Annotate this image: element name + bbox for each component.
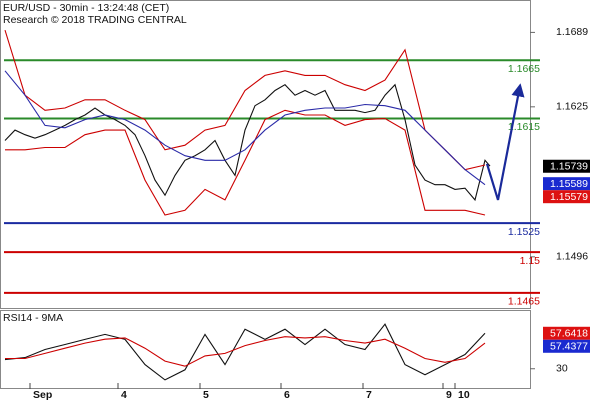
x-tick-label: 9 xyxy=(446,389,452,400)
x-tick-label: Sep xyxy=(33,389,52,400)
price-box xyxy=(543,177,590,191)
projection-arrow xyxy=(485,83,525,201)
x-tick-label: 10 xyxy=(458,389,470,400)
price-box xyxy=(543,190,590,204)
series-line xyxy=(5,336,486,367)
price-box xyxy=(543,339,590,353)
level-label: 1.15 xyxy=(520,255,541,267)
series-line xyxy=(4,70,486,186)
x-tick-label: 4 xyxy=(121,389,127,400)
x-tick-label: 5 xyxy=(203,389,209,400)
y-tick-label: 1.1689 xyxy=(556,26,588,38)
series-line xyxy=(4,83,491,202)
price-box xyxy=(543,326,590,340)
price-panel-frame xyxy=(0,0,531,309)
panel-subtitle: Research © 2018 TRADING CENTRAL xyxy=(3,14,187,26)
series-line xyxy=(4,29,486,171)
price-box-label: 57.4377 xyxy=(550,341,588,353)
price-box-label: 1.15739 xyxy=(550,161,588,173)
panel-title: EUR/USD - 30min - 13:24:48 (CET) xyxy=(3,2,169,14)
price-box xyxy=(543,159,590,173)
series-line xyxy=(4,323,486,381)
level-label: 1.1465 xyxy=(508,296,540,308)
y-tick-label: 1.1496 xyxy=(556,251,588,263)
panel-title: RSI14 - 9MA xyxy=(3,312,63,324)
price-box-label: 1.15579 xyxy=(550,191,588,203)
rsi-panel-frame xyxy=(0,310,531,389)
y-tick-label: 30 xyxy=(556,363,568,375)
level-label: 1.1665 xyxy=(508,63,540,75)
level-label: 1.1525 xyxy=(508,226,540,238)
x-tick-label: 6 xyxy=(284,389,290,400)
level-label: 1.1615 xyxy=(508,121,540,133)
price-box-label: 1.15589 xyxy=(550,178,588,190)
price-box-label: 57.6418 xyxy=(550,328,588,340)
y-tick-label: 1.1625 xyxy=(556,101,588,113)
series-line xyxy=(5,109,486,216)
x-tick-label: 7 xyxy=(366,389,372,400)
